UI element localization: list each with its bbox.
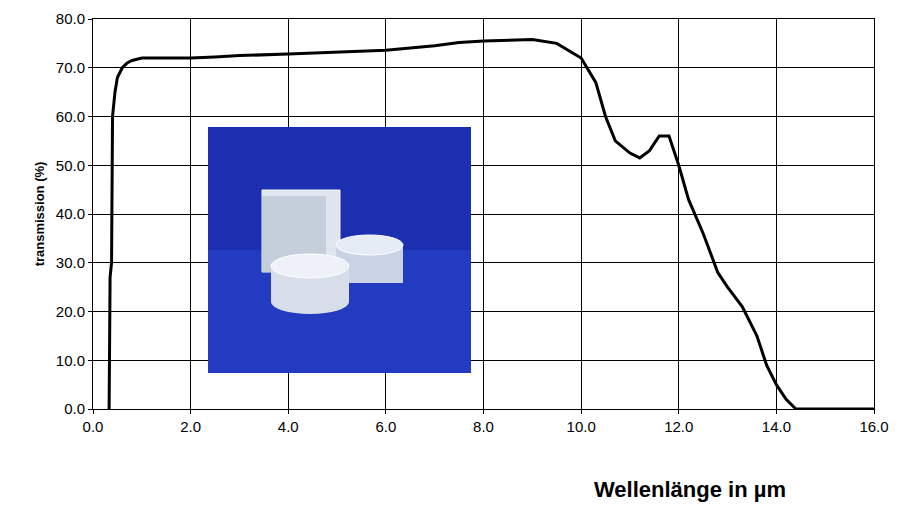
svg-text:4.0: 4.0 [278,418,299,435]
svg-text:70.0: 70.0 [56,59,85,76]
svg-text:50.0: 50.0 [56,157,85,174]
svg-text:20.0: 20.0 [56,303,85,320]
svg-text:Wellenlänge in µm: Wellenlänge in µm [594,477,786,502]
svg-text:16.0: 16.0 [859,418,888,435]
svg-text:8.0: 8.0 [473,418,494,435]
svg-text:6.0: 6.0 [375,418,396,435]
svg-text:10.0: 10.0 [567,418,596,435]
svg-text:transmission (%): transmission (%) [32,162,47,267]
svg-text:12.0: 12.0 [664,418,693,435]
svg-text:0.0: 0.0 [64,400,85,417]
svg-text:60.0: 60.0 [56,108,85,125]
svg-text:30.0: 30.0 [56,254,85,271]
svg-text:14.0: 14.0 [762,418,791,435]
svg-text:40.0: 40.0 [56,205,85,222]
svg-text:0.0: 0.0 [83,418,104,435]
svg-text:80.0: 80.0 [56,10,85,27]
svg-text:2.0: 2.0 [180,418,201,435]
svg-text:10.0: 10.0 [56,352,85,369]
